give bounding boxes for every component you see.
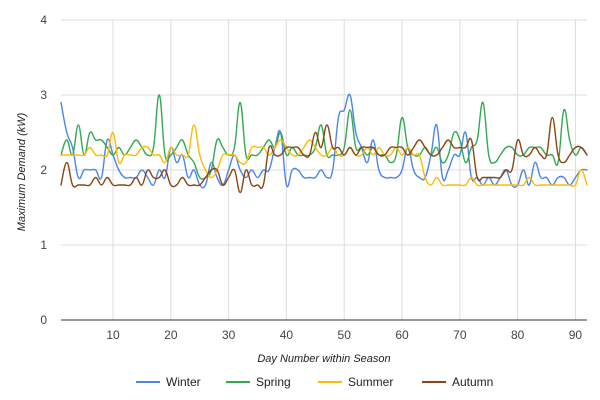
legend-item-summer[interactable]: Summer: [318, 375, 393, 389]
legend-label: Autumn: [452, 375, 493, 389]
x-tick-label: 30: [222, 328, 236, 342]
y-tick-label: 1: [40, 238, 47, 252]
y-tick-label: 0: [40, 313, 47, 327]
x-tick-label: 50: [338, 328, 352, 342]
x-tick-label: 90: [569, 328, 583, 342]
legend-label: Winter: [166, 375, 201, 389]
y-tick-label: 3: [40, 88, 47, 102]
grid: [61, 19, 587, 321]
y-tick-label: 2: [40, 163, 47, 177]
x-tick-label: 40: [280, 328, 294, 342]
series-line-summer: [60, 124, 588, 188]
legend-item-autumn[interactable]: Autumn: [422, 375, 493, 389]
legend-item-winter[interactable]: Winter: [136, 375, 201, 389]
x-tick-label: 80: [511, 328, 525, 342]
x-axis-title: Day Number within Season: [257, 353, 390, 365]
y-axis-title: Maximum Demand (kW): [16, 112, 28, 231]
y-axis-ticks: 0 1 2 3 4: [40, 13, 47, 327]
x-tick-label: 70: [453, 328, 467, 342]
x-axis-ticks: 10 20 30 40 50 60 70 80 90: [106, 328, 582, 342]
legend-label: Summer: [348, 375, 393, 389]
x-tick-label: 60: [395, 328, 409, 342]
legend: Winter Spring Summer Autumn: [136, 375, 493, 389]
series-line-autumn: [60, 116, 588, 194]
legend-item-spring[interactable]: Spring: [226, 375, 291, 389]
x-tick-label: 10: [106, 328, 120, 342]
y-tick-label: 4: [40, 13, 47, 27]
x-tick-label: 20: [164, 328, 178, 342]
legend-label: Spring: [256, 375, 291, 389]
series-lines: [60, 93, 588, 194]
